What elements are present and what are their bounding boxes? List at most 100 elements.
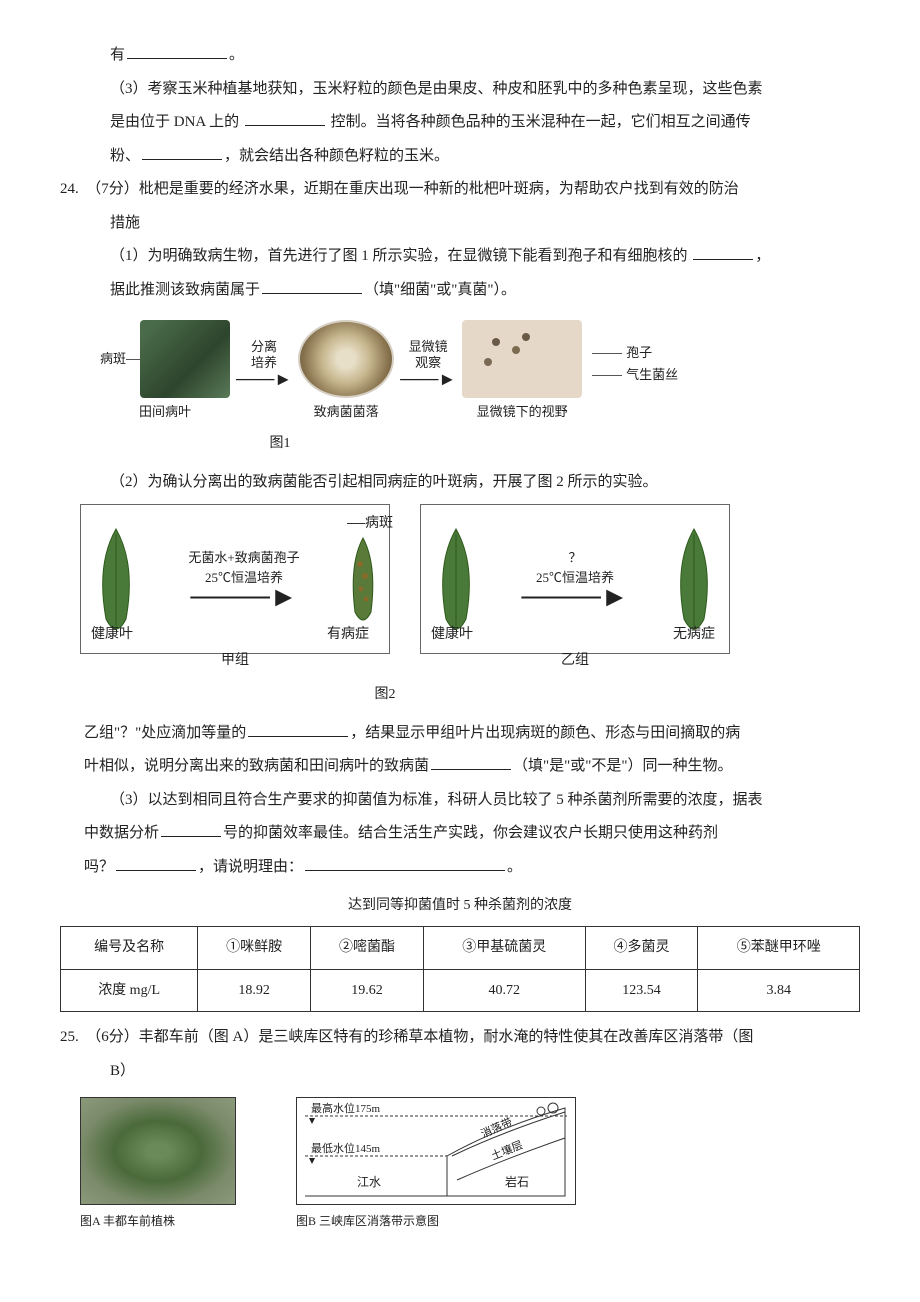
- q23-p3-d: 粉、 ，就会结出各种颜色籽粒的玉米。: [60, 141, 860, 173]
- pointer-hyphae: 气生菌丝: [626, 367, 678, 382]
- svg-text:江水: 江水: [357, 1175, 381, 1189]
- fig1-step3: 显微镜下的视野: [462, 320, 582, 425]
- blank: [248, 720, 348, 737]
- blank: [245, 110, 325, 127]
- q25-number: 25.: [60, 1029, 86, 1045]
- q24-p1c: 据此推测该致病菌属于（填"细菌"或"真菌"）。: [60, 275, 860, 307]
- text: 显微镜: [409, 339, 448, 355]
- q24-header2: 措施: [60, 208, 860, 240]
- text: （7分）枇杷是重要的经济水果，近期在重庆出现一种新的枇杷叶斑病，为帮助农户找到有…: [86, 181, 739, 197]
- q24-p2c: 叶相似，说明分离出来的致病菌和田间病叶的致病菌 （填"是"或"不是"）同一种生物。: [60, 751, 860, 783]
- text: （1）为明确致病生物，首先进行了图 1 所示实验，在显微镜下能看到孢子和有细胞核…: [110, 248, 688, 264]
- td: 3.84: [698, 969, 860, 1011]
- q24-p3b: 中数据分析 号的抑菌效率最佳。结合生活生产实践，你会建议农户长期只使用这种药剂: [60, 818, 860, 850]
- healthy-leaf-icon: [429, 524, 483, 634]
- table-header-row: 编号及名称 ①咪鲜胺 ②嘧菌酯 ③甲基硫菌灵 ④多菌灵 ⑤苯醚甲环唑: [61, 927, 860, 969]
- fig-a-caption: 图A 丰都车前植株: [80, 1209, 236, 1234]
- text: 。: [229, 47, 244, 63]
- petri-dish-image: [298, 320, 394, 398]
- leaf-label: 病斑: [100, 345, 126, 372]
- blank: [161, 821, 221, 838]
- table-row: 浓度 mg/L 18.92 19.62 40.72 123.54 3.84: [61, 969, 860, 1011]
- label-healthy: 健康叶: [431, 620, 473, 649]
- text: 。: [507, 859, 522, 875]
- text: 观察: [415, 355, 441, 371]
- text: （6分）丰都车前（图 A）是三峡库区特有的珍稀草本植物，耐水淹的特性使其在改善库…: [86, 1029, 753, 1045]
- text: （填"细菌"或"真菌"）。: [364, 282, 516, 298]
- text: 有: [110, 47, 125, 63]
- text: 无菌水+致病菌孢子: [143, 548, 345, 568]
- fig1-arrow2: 显微镜 观察 ───►: [400, 339, 456, 406]
- blank: [142, 143, 222, 160]
- q25-figures: 图A 丰都车前植株 最高水位175m 最低水位145m 江水 消落带 土壤层 岩…: [60, 1089, 860, 1234]
- text: 吗？: [84, 859, 114, 875]
- fig1-caption: 图1: [60, 429, 860, 458]
- reservoir-diagram: 最高水位175m 最低水位145m 江水 消落带 土壤层 岩石: [296, 1097, 576, 1205]
- q23-line-end: 有。: [60, 40, 860, 72]
- text: 分离: [251, 339, 277, 355]
- svg-text:岩石: 岩石: [505, 1174, 529, 1189]
- q25-header: 25. （6分）丰都车前（图 A）是三峡库区特有的珍稀草本植物，耐水淹的特性使其…: [60, 1022, 860, 1054]
- th: ②嘧菌酯: [311, 927, 424, 969]
- arrow-icon: ───►: [236, 370, 292, 388]
- text: 中数据分析: [84, 825, 159, 841]
- label-result: 无病症: [673, 620, 715, 649]
- figure2: 无菌水+致病菌孢子 25℃恒温培养 ────► 病斑 健康叶 有病症 甲组 ？ …: [60, 500, 860, 654]
- label-healthy: 健康叶: [91, 620, 133, 649]
- q24-p2b: 乙组"？"处应滴加等量的，结果显示甲组叶片出现病斑的颜色、形态与田间摘取的病: [60, 718, 860, 750]
- th: ①咪鲜胺: [198, 927, 311, 969]
- q24-p2: （2）为确认分离出的致病菌能否引起相同病症的叶斑病，开展了图 2 所示的实验。: [60, 467, 860, 499]
- text: 培养: [251, 355, 277, 371]
- text: 粉、: [110, 148, 140, 164]
- th: ④多菌灵: [585, 927, 698, 969]
- fig2-box-a: 无菌水+致病菌孢子 25℃恒温培养 ────► 病斑 健康叶 有病症 甲组: [80, 504, 390, 654]
- text: 控制。当将各种颜色品种的玉米混种在一起，它们相互之间通传: [331, 114, 751, 130]
- diagram-svg: 最高水位175m 最低水位145m 江水 消落带 土壤层 岩石: [297, 1098, 575, 1204]
- text: 叶相似，说明分离出来的致病菌和田间病叶的致病菌: [84, 758, 429, 774]
- q24-number: 24.: [60, 181, 86, 197]
- q24-p3a: （3）以达到相同且符合生产要求的抑菌值为标准，科研人员比较了 5 种杀菌剂所需要…: [60, 785, 860, 817]
- text: （填"是"或"不是"）同一种生物。: [513, 758, 733, 774]
- arrow-icon: ───►: [400, 370, 456, 388]
- td: 19.62: [311, 969, 424, 1011]
- fungicide-table: 编号及名称 ①咪鲜胺 ②嘧菌酯 ③甲基硫菌灵 ④多菌灵 ⑤苯醚甲环唑 浓度 mg…: [60, 926, 860, 1012]
- caption: 致病菌菌落: [314, 398, 379, 425]
- th: ⑤苯醚甲环唑: [698, 927, 860, 969]
- arrow-icon: ────►: [143, 587, 345, 609]
- q24-p3d: 吗？，请说明理由：。: [60, 852, 860, 884]
- fig-b-caption: 图B 三峡库区消落带示意图: [296, 1209, 576, 1234]
- text: ，就会结出各种颜色籽粒的玉米。: [224, 148, 449, 164]
- figure1: 病斑 田间病叶 分离 培养 ───► 致病菌菌落 显微镜 观察 ───► 显微镜…: [60, 308, 860, 425]
- label-result: 有病症: [327, 620, 369, 649]
- svg-text:最低水位145m: 最低水位145m: [311, 1141, 380, 1155]
- table-title: 达到同等抑菌值时 5 种杀菌剂的浓度: [60, 891, 860, 920]
- blank: [693, 244, 753, 261]
- fig2b-center: ？ 25℃恒温培养 ────►: [483, 548, 667, 609]
- fig-a-wrap: 图A 丰都车前植株: [80, 1097, 236, 1234]
- plant-photo: [80, 1097, 236, 1205]
- blank: [431, 754, 511, 771]
- caption: 显微镜下的视野: [477, 398, 568, 425]
- q23-p3-a: （3）考察玉米种植基地获知，玉米籽粒的颜色是由果皮、种皮和胚乳中的多种色素呈现，…: [60, 74, 860, 106]
- q24-p1: （1）为明确致病生物，首先进行了图 1 所示实验，在显微镜下能看到孢子和有细胞核…: [60, 241, 860, 273]
- group-label: 甲组: [221, 646, 249, 675]
- text: 号的抑菌效率最佳。结合生活生产实践，你会建议农户长期只使用这种药剂: [223, 825, 718, 841]
- q24-header: 24. （7分）枇杷是重要的经济水果，近期在重庆出现一种新的枇杷叶斑病，为帮助农…: [60, 174, 860, 206]
- text-question: ？: [483, 548, 667, 568]
- text: ，结果显示甲组叶片出现病斑的颜色、形态与田间摘取的病: [350, 725, 740, 741]
- diseased-leaf-image: [140, 320, 230, 398]
- blank: [262, 277, 362, 294]
- fig2a-center: 无菌水+致病菌孢子 25℃恒温培养 ────►: [143, 548, 345, 609]
- blank: [116, 854, 196, 871]
- fig2-caption: 图2: [60, 680, 860, 709]
- arrow-icon: ────►: [483, 587, 667, 609]
- group-label: 乙组: [561, 646, 589, 675]
- microscope-image: [462, 320, 582, 398]
- td: 40.72: [424, 969, 586, 1011]
- fig1-arrow1: 分离 培养 ───►: [236, 339, 292, 406]
- text: 是由位于 DNA 上的: [110, 114, 239, 130]
- fig2-box-b: ？ 25℃恒温培养 ────► 健康叶 无病症 乙组: [420, 504, 730, 654]
- td: 18.92: [198, 969, 311, 1011]
- blank: [305, 854, 505, 871]
- td: 123.54: [585, 969, 698, 1011]
